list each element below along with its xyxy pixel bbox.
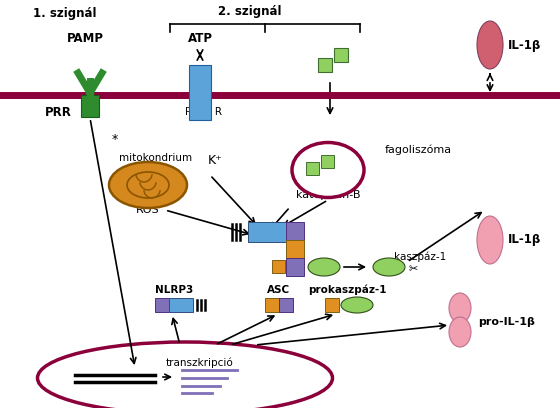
- Text: pro-IL-1β: pro-IL-1β: [478, 317, 535, 327]
- Text: transzkripció: transzkripció: [166, 358, 234, 368]
- Ellipse shape: [449, 317, 471, 347]
- Bar: [286, 222, 304, 240]
- Bar: [286, 240, 304, 258]
- Bar: [248, 222, 286, 242]
- Ellipse shape: [292, 142, 364, 197]
- Text: katepszin-B: katepszin-B: [296, 190, 360, 200]
- Text: IL-1β: IL-1β: [508, 233, 542, 246]
- Text: PRR: PRR: [45, 106, 72, 118]
- Ellipse shape: [341, 297, 373, 313]
- Text: IL-1β: IL-1β: [508, 38, 542, 51]
- Bar: [189, 65, 211, 120]
- Text: 1. szignál: 1. szignál: [33, 7, 97, 20]
- Bar: [306, 162, 319, 175]
- Ellipse shape: [38, 342, 333, 408]
- Bar: [286, 258, 304, 276]
- Text: P2X7 R: P2X7 R: [185, 107, 222, 117]
- Bar: [169, 298, 193, 312]
- Bar: [321, 155, 334, 168]
- Ellipse shape: [373, 258, 405, 276]
- Text: ✂: ✂: [409, 264, 418, 274]
- Bar: [81, 95, 99, 117]
- Text: 2. szignál: 2. szignál: [218, 5, 282, 18]
- Ellipse shape: [308, 258, 340, 276]
- Bar: [325, 298, 339, 312]
- Ellipse shape: [109, 162, 187, 208]
- Text: K⁺: K⁺: [208, 153, 222, 166]
- Text: mitokondrium: mitokondrium: [119, 153, 193, 163]
- Text: *: *: [112, 133, 118, 146]
- Text: ROS: ROS: [136, 205, 160, 215]
- Text: kaszpáz-1: kaszpáz-1: [394, 252, 446, 262]
- Bar: [155, 298, 169, 312]
- Bar: [272, 260, 285, 273]
- Text: PAMP: PAMP: [67, 31, 104, 44]
- Text: fagoliszóma: fagoliszóma: [385, 145, 452, 155]
- Text: NLRP3: NLRP3: [155, 285, 193, 295]
- Text: prokaszpáz-1: prokaszpáz-1: [308, 285, 386, 295]
- Bar: [334, 48, 348, 62]
- Bar: [279, 298, 293, 312]
- Bar: [265, 298, 279, 312]
- Ellipse shape: [477, 21, 503, 69]
- Bar: [318, 58, 332, 72]
- Ellipse shape: [449, 293, 471, 323]
- Text: ASC: ASC: [268, 285, 291, 295]
- Ellipse shape: [477, 216, 503, 264]
- Text: ATP: ATP: [188, 31, 212, 44]
